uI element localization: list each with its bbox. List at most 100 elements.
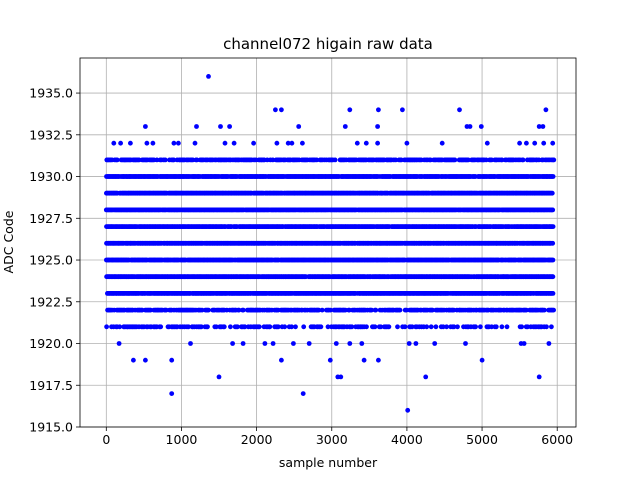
data-point (338, 374, 344, 380)
data-point (546, 341, 552, 346)
data-point (291, 341, 296, 346)
data-point (444, 324, 449, 330)
data-point (540, 124, 546, 129)
data-point (342, 124, 348, 129)
data-point (300, 391, 306, 396)
data-point (550, 291, 556, 296)
data-point (154, 157, 160, 163)
data-point (176, 140, 181, 146)
data-point (463, 341, 468, 346)
x-tick-label: 6000 (541, 432, 573, 447)
data-point (194, 157, 200, 163)
data-point (227, 124, 233, 129)
data-point (397, 307, 403, 313)
data-point (405, 407, 411, 413)
data-point (551, 307, 556, 313)
data-point (300, 140, 305, 146)
data-point (256, 324, 262, 330)
data-point (104, 324, 109, 330)
data-point (432, 341, 438, 346)
data-point (550, 174, 556, 179)
data-point (221, 324, 227, 330)
data-point (386, 324, 392, 330)
data-point (543, 107, 549, 113)
data-point (524, 140, 529, 146)
data-point (279, 107, 284, 113)
data-point (409, 324, 415, 330)
x-tick-label: 5000 (466, 432, 498, 447)
data-point (328, 307, 333, 313)
data-point (428, 324, 434, 330)
data-point (550, 224, 556, 230)
data-point (267, 324, 273, 330)
data-point (517, 140, 522, 146)
data-point (467, 124, 473, 129)
data-point (282, 324, 288, 330)
data-point (550, 274, 556, 280)
data-point (347, 107, 353, 113)
data-point (169, 391, 175, 396)
data-point (199, 307, 205, 313)
data-point (240, 341, 246, 346)
data-point (301, 324, 307, 330)
data-point (236, 307, 242, 313)
data-point (549, 190, 555, 196)
data-point (205, 324, 210, 330)
data-point (316, 307, 322, 313)
data-point (274, 140, 280, 146)
data-point (359, 341, 365, 346)
y-tick-label: 1915.0 (29, 420, 73, 435)
data-point (479, 357, 485, 363)
y-tick-label: 1920.0 (29, 336, 73, 351)
data-point (242, 324, 248, 330)
data-point (521, 341, 527, 346)
data-point (375, 140, 380, 146)
data-point (549, 324, 554, 330)
data-point (231, 140, 237, 146)
x-tick-label: 4000 (391, 432, 423, 447)
data-point (536, 374, 542, 380)
data-point (206, 307, 211, 313)
x-tick-label: 0 (102, 432, 110, 447)
data-point (375, 124, 380, 129)
data-point (118, 140, 123, 146)
data-point (550, 257, 556, 263)
data-point (478, 324, 483, 330)
data-point (493, 324, 499, 330)
data-point (489, 324, 494, 330)
data-point (171, 157, 177, 163)
data-point (465, 157, 471, 163)
data-point (194, 124, 199, 129)
data-point (349, 324, 355, 330)
y-tick-label: 1932.5 (29, 127, 73, 142)
data-point (451, 324, 457, 330)
data-point (550, 207, 556, 213)
data-point (162, 157, 168, 163)
data-point (378, 324, 384, 330)
data-point (473, 324, 478, 330)
data-point (293, 324, 298, 330)
y-tick-label: 1917.5 (29, 378, 73, 393)
data-point (373, 307, 379, 313)
data-point (372, 324, 378, 330)
data-point (235, 324, 240, 330)
y-tick-label: 1925.0 (29, 253, 73, 268)
data-point (440, 324, 446, 330)
data-points (103, 74, 557, 413)
data-point (364, 324, 369, 330)
data-point (114, 157, 120, 163)
data-point (478, 124, 484, 129)
data-point (499, 324, 505, 330)
data-point (188, 341, 193, 346)
data-point (117, 324, 123, 330)
data-point (116, 341, 122, 346)
x-tick-label: 1000 (166, 432, 198, 447)
data-point (150, 140, 156, 146)
data-point (279, 357, 284, 363)
data-point (439, 140, 445, 146)
data-point (404, 140, 410, 146)
x-tick-label: 3000 (316, 432, 348, 447)
y-tick-label: 1930.0 (29, 169, 73, 184)
data-point (230, 341, 236, 346)
